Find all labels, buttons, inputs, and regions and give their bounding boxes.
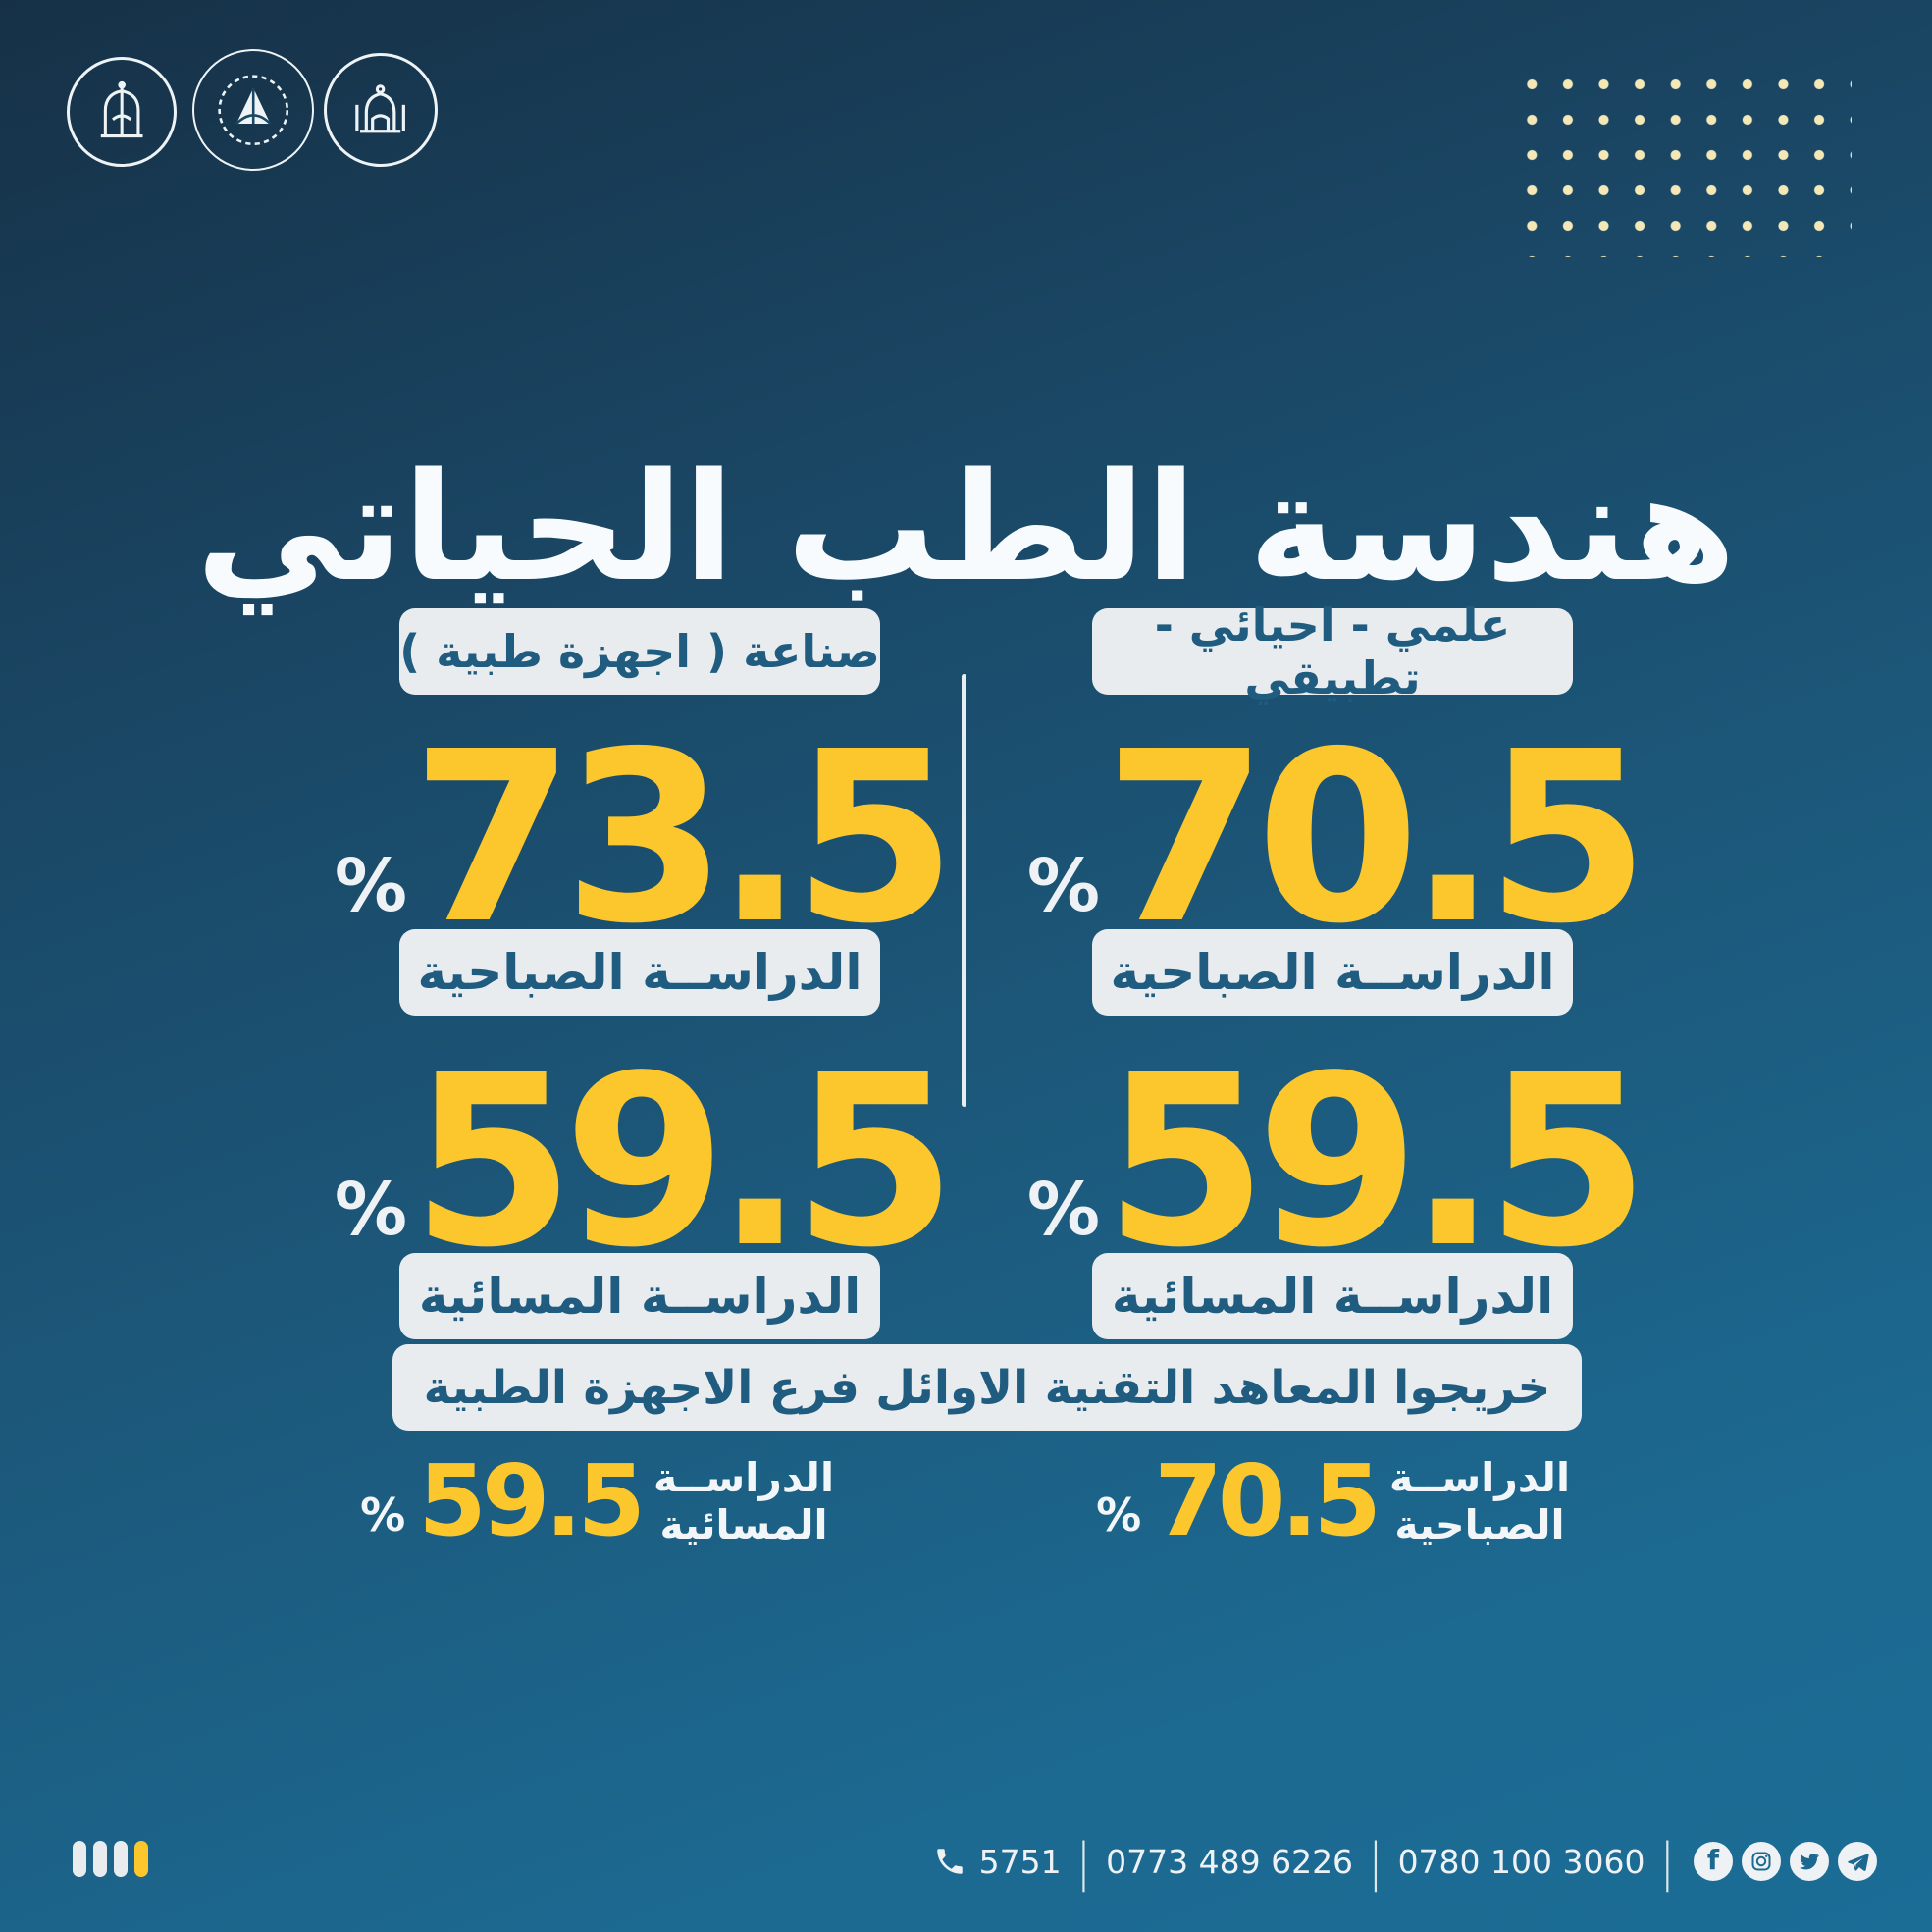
telegram-icon	[1838, 1842, 1877, 1881]
logo-emblem	[218, 75, 288, 145]
study-label-chip: الدراســة الصباحية	[399, 929, 880, 1016]
study-label: الدراســة الصباحية	[1389, 1454, 1570, 1549]
stat-value: 70.5	[1104, 700, 1649, 975]
social-icons: f	[1694, 1842, 1877, 1881]
evening-stat: % 59.5	[1027, 1030, 1649, 1279]
twitter-icon	[1790, 1842, 1829, 1881]
percent-sign: %	[334, 844, 407, 928]
ministry-logo-icon	[192, 49, 314, 171]
study-label-chip: الدراســة المسائية	[399, 1253, 880, 1339]
column-scientific-track: علمي - احيائي - تطبيقي % 70.5 الدراســة …	[1027, 599, 1649, 1344]
footer-pills-decoration	[73, 1841, 148, 1877]
study-label-line: الدراســة	[1389, 1453, 1570, 1501]
phone-icon	[933, 1845, 966, 1878]
track-header-chip: صناعة ( اجهزة طبية )	[399, 608, 880, 695]
percent-sign: %	[1096, 1488, 1142, 1541]
facebook-icon: f	[1694, 1842, 1733, 1881]
evening-stat: % 59.5	[335, 1030, 957, 1279]
pill-accent	[134, 1841, 148, 1877]
study-label-line: الصباحية	[1394, 1501, 1565, 1548]
percent-sign: %	[1026, 1168, 1100, 1252]
pill	[73, 1841, 86, 1877]
university-logo-icon	[67, 57, 177, 167]
pill	[114, 1841, 128, 1877]
stat-value: 73.5	[411, 700, 957, 975]
column-industrial-track: صناعة ( اجهزة طبية ) % 73.5 الدراســة ال…	[335, 608, 957, 1344]
phone-number-2: 0780 100 3060	[1397, 1842, 1645, 1881]
morning-stat: % 73.5	[335, 706, 957, 956]
instagram-icon	[1742, 1842, 1781, 1881]
phone-number-1: 0773 489 6226	[1106, 1842, 1354, 1881]
column-divider	[962, 674, 966, 1107]
study-label-chip: الدراســة الصباحية	[1092, 929, 1573, 1016]
dots-pattern-decoration	[1514, 67, 1852, 257]
stat-value: 59.5	[1104, 1023, 1649, 1299]
separator: |	[1368, 1830, 1384, 1893]
hotline-number: 5751	[978, 1842, 1062, 1881]
study-label-chip: الدراســة المسائية	[1092, 1253, 1573, 1339]
separator: |	[1659, 1830, 1676, 1893]
institutes-morning-stat: الدراســة الصباحية 70.5 %	[1096, 1443, 1570, 1558]
stat-value: 59.5	[418, 1443, 646, 1558]
study-label-line: المسائية	[659, 1501, 828, 1548]
pill	[93, 1841, 107, 1877]
morning-stat: % 70.5	[1027, 706, 1649, 956]
track-header-chip: علمي - احيائي - تطبيقي	[1092, 599, 1573, 705]
study-label: الدراســة المسائية	[653, 1454, 834, 1549]
separator: |	[1075, 1830, 1092, 1893]
institutes-evening-stat: الدراســة المسائية 59.5 %	[360, 1443, 834, 1558]
percent-sign: %	[1026, 844, 1100, 928]
footer-contact-bar: 5751 | 0773 489 6226 | 0780 100 3060 | f	[933, 1831, 1877, 1892]
logo-emblem	[100, 80, 143, 137]
stat-value: 70.5	[1154, 1443, 1382, 1558]
holy-shrine-logo-icon	[324, 53, 438, 167]
percent-sign: %	[360, 1488, 406, 1541]
page-title: هندسة الطب الحياتي	[195, 440, 1737, 614]
percent-sign: %	[334, 1168, 407, 1252]
logo-emblem	[355, 84, 406, 133]
stat-value: 59.5	[411, 1023, 957, 1299]
institutes-banner: خريجوا المعاهد التقنية الاوائل فرع الاجه…	[392, 1344, 1582, 1431]
study-label-line: الدراســة	[653, 1453, 834, 1501]
